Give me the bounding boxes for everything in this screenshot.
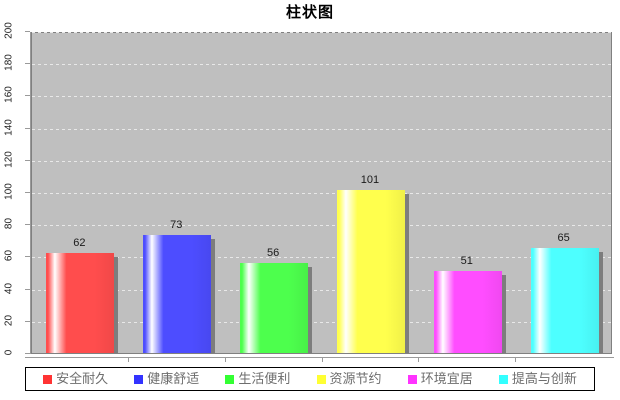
bar-value-label: 73 bbox=[170, 219, 183, 232]
legend-item-label: 提高与创新 bbox=[511, 371, 577, 386]
legend-swatch-icon bbox=[407, 374, 417, 384]
x-axis-tick bbox=[224, 357, 226, 362]
legend-swatch-icon bbox=[134, 374, 144, 384]
y-axis-tick bbox=[25, 353, 30, 354]
legend-item-label: 生活便利 bbox=[238, 371, 291, 386]
legend-swatch-icon bbox=[316, 374, 326, 384]
y-axis-tick-label: 140 bbox=[3, 118, 15, 136]
gridline bbox=[32, 225, 611, 227]
bar-shadow bbox=[598, 252, 603, 353]
x-axis-tick bbox=[127, 357, 129, 362]
bar-shadow bbox=[404, 194, 409, 353]
gridline bbox=[32, 32, 611, 33]
bar[interactable] bbox=[433, 270, 502, 353]
gridline bbox=[32, 321, 611, 323]
legend-item[interactable]: 健康舒适 bbox=[134, 372, 199, 386]
y-axis-line bbox=[30, 32, 31, 354]
legend-item-label: 环境宜居 bbox=[420, 371, 473, 386]
x-axis-line bbox=[25, 357, 614, 358]
gridline bbox=[32, 128, 611, 130]
gridline bbox=[32, 96, 611, 98]
chart-legend: 安全耐久 健康舒适 生活便利 资源节约 环境宜居 提高与创新 bbox=[25, 367, 595, 391]
legend-item[interactable]: 生活便利 bbox=[225, 372, 290, 386]
gridline bbox=[32, 64, 611, 66]
x-axis-tick bbox=[515, 357, 517, 362]
bar-shadow bbox=[308, 266, 313, 353]
y-axis-tick bbox=[25, 127, 30, 129]
y-axis-tick-label: 160 bbox=[3, 86, 15, 104]
bar[interactable] bbox=[240, 262, 309, 353]
legend-swatch-icon bbox=[43, 374, 53, 384]
bar[interactable] bbox=[143, 235, 212, 353]
y-axis-tick-label: 60 bbox=[3, 250, 15, 262]
y-axis-tick bbox=[25, 224, 30, 226]
bar-value-label: 51 bbox=[460, 254, 473, 267]
chart-title: 柱状图 bbox=[285, 4, 334, 21]
legend-item[interactable]: 资源节约 bbox=[316, 371, 382, 386]
legend-item[interactable]: 安全耐久 bbox=[43, 372, 108, 386]
y-axis-tick-label: 100 bbox=[3, 183, 15, 200]
bar-shadow bbox=[114, 257, 119, 353]
y-axis-tick-label: 20 bbox=[3, 314, 15, 326]
plot-area bbox=[31, 32, 612, 354]
legend-swatch-icon bbox=[498, 374, 508, 384]
x-axis-tick bbox=[321, 357, 323, 362]
y-axis-tick bbox=[25, 256, 30, 258]
y-axis-tick bbox=[25, 63, 30, 65]
bar-value-label: 65 bbox=[557, 232, 570, 245]
bar[interactable] bbox=[46, 253, 115, 353]
y-axis-tick bbox=[25, 95, 30, 97]
legend-item[interactable]: 环境宜居 bbox=[407, 371, 473, 386]
gridline bbox=[32, 160, 611, 162]
gridline bbox=[32, 289, 611, 291]
y-axis-tick-label: 180 bbox=[3, 54, 15, 72]
y-axis-tick-label: 40 bbox=[3, 282, 15, 294]
x-axis-tick bbox=[418, 357, 420, 362]
bar-shadow bbox=[501, 274, 506, 353]
y-axis-tick bbox=[25, 159, 30, 161]
y-axis-tick bbox=[25, 320, 30, 322]
y-axis-tick-label: 200 bbox=[3, 22, 15, 39]
gridline bbox=[32, 193, 611, 194]
bar-shadow bbox=[211, 239, 216, 353]
legend-item[interactable]: 提高与创新 bbox=[498, 371, 577, 386]
y-axis-tick bbox=[25, 31, 30, 32]
legend-item-label: 健康舒适 bbox=[147, 371, 200, 386]
legend-swatch-icon bbox=[225, 374, 235, 384]
legend-item-label: 资源节约 bbox=[329, 371, 382, 386]
y-axis-tick bbox=[25, 288, 30, 290]
y-axis-tick-label: 120 bbox=[3, 150, 15, 168]
y-axis-tick-label: 0 bbox=[3, 349, 15, 356]
bar-value-label: 56 bbox=[266, 246, 280, 259]
bar[interactable] bbox=[336, 190, 405, 353]
bar-value-label: 101 bbox=[360, 174, 380, 187]
y-axis-tick bbox=[25, 192, 30, 193]
bar-value-label: 62 bbox=[73, 237, 86, 250]
bar[interactable] bbox=[530, 248, 599, 353]
gridline bbox=[32, 257, 611, 259]
y-axis-tick-label: 80 bbox=[3, 218, 15, 230]
legend-item-label: 安全耐久 bbox=[56, 371, 109, 386]
